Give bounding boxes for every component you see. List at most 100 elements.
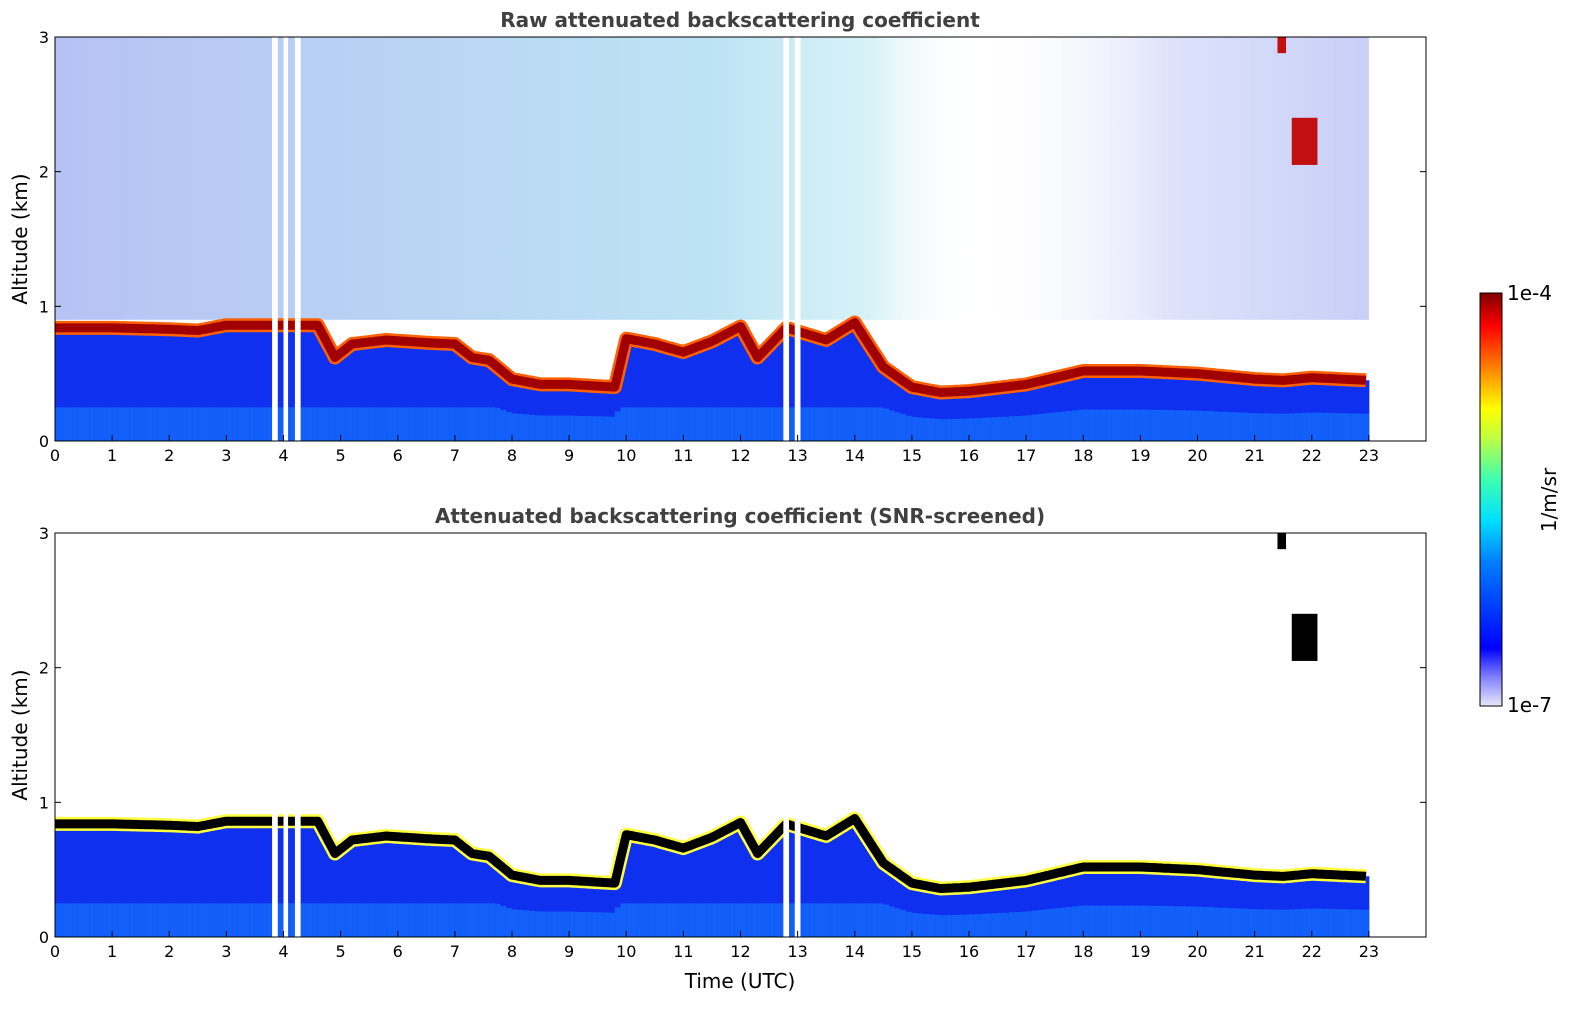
near-surface-band xyxy=(820,407,826,441)
near-surface-band xyxy=(969,418,975,441)
near-surface-band xyxy=(866,407,872,441)
near-surface-band xyxy=(878,407,884,441)
near-surface-band xyxy=(826,407,832,441)
near-surface-band xyxy=(1220,412,1226,441)
near-surface-band xyxy=(1049,909,1055,937)
near-surface-band xyxy=(775,903,781,937)
x-tick-label: 22 xyxy=(1302,446,1322,465)
near-surface-band xyxy=(1169,410,1175,441)
near-surface-band xyxy=(1255,909,1261,937)
near-surface-band xyxy=(695,407,701,441)
near-surface-band xyxy=(1123,409,1129,441)
near-surface-band xyxy=(1100,409,1106,441)
near-surface-band xyxy=(615,907,621,937)
colorbar-gradient xyxy=(1480,293,1502,706)
near-surface-band xyxy=(1026,415,1032,441)
y-tick-label: 1 xyxy=(39,793,49,812)
near-surface-band xyxy=(940,915,946,937)
near-surface-band xyxy=(1129,409,1135,441)
near-surface-band xyxy=(352,903,358,937)
colorbar-unit-label: 1/m/sr xyxy=(1537,467,1561,532)
near-surface-band xyxy=(363,407,369,441)
near-surface-band xyxy=(1295,909,1301,937)
near-surface-band xyxy=(1140,410,1146,441)
near-surface-band xyxy=(181,903,187,937)
noise-field xyxy=(55,37,1369,320)
near-surface-band xyxy=(1158,906,1164,937)
near-surface-band xyxy=(1329,413,1335,441)
near-surface-band xyxy=(455,903,461,937)
near-surface-band xyxy=(592,912,598,937)
x-tick-label: 10 xyxy=(616,942,636,961)
near-surface-band xyxy=(181,407,187,441)
near-surface-band xyxy=(244,407,250,441)
x-tick-label: 17 xyxy=(1016,446,1036,465)
near-surface-band xyxy=(1209,411,1215,441)
near-surface-band xyxy=(249,407,255,441)
near-surface-band xyxy=(512,909,518,937)
near-surface-band xyxy=(341,407,347,441)
near-surface-band xyxy=(649,407,655,441)
near-surface-band xyxy=(478,903,484,937)
near-surface-band xyxy=(209,903,215,937)
near-surface-band xyxy=(569,416,575,441)
near-surface-band xyxy=(558,912,564,937)
x-tick-label: 6 xyxy=(393,446,403,465)
near-surface-band xyxy=(992,417,998,441)
near-surface-band xyxy=(381,407,387,441)
near-surface-band xyxy=(255,407,261,441)
near-surface-band xyxy=(466,903,472,937)
near-surface-band xyxy=(489,903,495,937)
near-surface-band xyxy=(609,913,615,937)
near-surface-band xyxy=(992,913,998,937)
near-surface-band xyxy=(1300,909,1306,937)
near-surface-band xyxy=(466,407,472,441)
near-surface-band xyxy=(855,407,861,441)
near-surface-band xyxy=(1357,414,1363,441)
near-surface-band xyxy=(986,914,992,937)
y-tick-label: 0 xyxy=(39,928,49,947)
near-surface-band xyxy=(363,903,369,937)
x-tick-label: 8 xyxy=(507,942,517,961)
near-surface-band xyxy=(1163,906,1169,937)
x-tick-label: 19 xyxy=(1130,942,1150,961)
near-surface-band xyxy=(438,407,444,441)
near-surface-band xyxy=(289,407,295,441)
near-surface-band xyxy=(432,407,438,441)
near-surface-band xyxy=(860,903,866,937)
near-surface-band xyxy=(918,913,924,937)
near-surface-band xyxy=(666,903,672,937)
near-surface-band xyxy=(998,913,1004,937)
near-surface-band xyxy=(1180,906,1186,937)
x-tick-label: 13 xyxy=(787,942,807,961)
near-surface-band xyxy=(1323,413,1329,441)
near-surface-band xyxy=(832,407,838,441)
near-surface-band xyxy=(1260,413,1266,441)
near-surface-band xyxy=(929,418,935,441)
near-surface-band xyxy=(312,903,318,937)
near-surface-band xyxy=(729,407,735,441)
near-surface-band xyxy=(718,407,724,441)
near-surface-band xyxy=(855,903,861,937)
near-surface-band xyxy=(1272,910,1278,937)
near-surface-band xyxy=(198,407,204,441)
x-tick-label: 20 xyxy=(1187,942,1207,961)
near-surface-band xyxy=(1163,410,1169,441)
near-surface-band xyxy=(1072,410,1078,441)
cloud-feature xyxy=(1277,37,1286,53)
x-tick-label: 11 xyxy=(673,942,693,961)
near-surface-band xyxy=(95,407,101,441)
near-surface-band xyxy=(55,903,61,937)
x-tick-label: 4 xyxy=(278,942,288,961)
near-surface-band xyxy=(1175,906,1181,937)
near-surface-band xyxy=(318,903,324,937)
near-surface-band xyxy=(1003,913,1009,937)
near-surface-band xyxy=(141,407,147,441)
near-surface-band xyxy=(923,418,929,441)
near-surface-band xyxy=(289,903,295,937)
near-surface-band xyxy=(1100,905,1106,937)
near-surface-band xyxy=(158,903,164,937)
data-gap xyxy=(272,37,278,441)
near-surface-band xyxy=(603,913,609,937)
x-tick-label: 5 xyxy=(336,942,346,961)
